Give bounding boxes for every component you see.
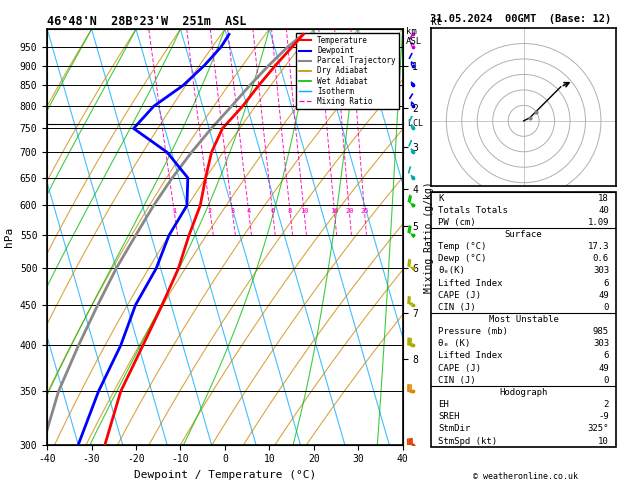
Text: kt: kt bbox=[431, 17, 443, 27]
Text: Dewp (°C): Dewp (°C) bbox=[438, 254, 487, 263]
Text: 6: 6 bbox=[604, 351, 609, 361]
Y-axis label: hPa: hPa bbox=[4, 227, 14, 247]
Text: © weatheronline.co.uk: © weatheronline.co.uk bbox=[473, 472, 577, 481]
Text: CAPE (J): CAPE (J) bbox=[438, 364, 481, 373]
Text: 6: 6 bbox=[270, 208, 275, 214]
Text: 3: 3 bbox=[230, 208, 235, 214]
Text: θₑ(K): θₑ(K) bbox=[438, 266, 465, 276]
Text: 1: 1 bbox=[172, 208, 176, 214]
Text: CAPE (J): CAPE (J) bbox=[438, 291, 481, 300]
Text: 20: 20 bbox=[345, 208, 353, 214]
Text: 0: 0 bbox=[604, 303, 609, 312]
Text: 49: 49 bbox=[598, 364, 609, 373]
Y-axis label: Mixing Ratio (g/kg): Mixing Ratio (g/kg) bbox=[424, 181, 434, 293]
Text: 25: 25 bbox=[360, 208, 369, 214]
Text: 4: 4 bbox=[247, 208, 251, 214]
Text: 303: 303 bbox=[593, 339, 609, 348]
Text: 40: 40 bbox=[598, 206, 609, 215]
Text: 31.05.2024  00GMT  (Base: 12): 31.05.2024 00GMT (Base: 12) bbox=[430, 14, 611, 24]
Text: SREH: SREH bbox=[438, 412, 460, 421]
Text: Lifted Index: Lifted Index bbox=[438, 351, 503, 361]
Text: Hodograph: Hodograph bbox=[499, 388, 548, 397]
Text: 1.09: 1.09 bbox=[587, 218, 609, 227]
Text: 18: 18 bbox=[598, 193, 609, 203]
Text: Pressure (mb): Pressure (mb) bbox=[438, 327, 508, 336]
Text: Most Unstable: Most Unstable bbox=[489, 315, 559, 324]
Text: Totals Totals: Totals Totals bbox=[438, 206, 508, 215]
Text: EH: EH bbox=[438, 400, 449, 409]
Text: StmDir: StmDir bbox=[438, 424, 470, 434]
X-axis label: Dewpoint / Temperature (°C): Dewpoint / Temperature (°C) bbox=[134, 470, 316, 480]
Text: 46°48'N  28B°23'W  251m  ASL: 46°48'N 28B°23'W 251m ASL bbox=[47, 15, 247, 28]
Text: 2: 2 bbox=[604, 400, 609, 409]
Text: 2: 2 bbox=[208, 208, 212, 214]
Text: 17.3: 17.3 bbox=[587, 242, 609, 251]
Text: 10: 10 bbox=[300, 208, 308, 214]
Text: 0.6: 0.6 bbox=[593, 254, 609, 263]
Text: Temp (°C): Temp (°C) bbox=[438, 242, 487, 251]
Text: LCL: LCL bbox=[403, 120, 423, 128]
Text: 49: 49 bbox=[598, 291, 609, 300]
Text: 6: 6 bbox=[604, 278, 609, 288]
Text: 325°: 325° bbox=[587, 424, 609, 434]
Text: StmSpd (kt): StmSpd (kt) bbox=[438, 436, 498, 446]
Text: 985: 985 bbox=[593, 327, 609, 336]
Text: 8: 8 bbox=[288, 208, 292, 214]
Text: K: K bbox=[438, 193, 443, 203]
Text: 10: 10 bbox=[598, 436, 609, 446]
Text: 16: 16 bbox=[330, 208, 338, 214]
Text: PW (cm): PW (cm) bbox=[438, 218, 476, 227]
Text: km
ASL: km ASL bbox=[406, 27, 422, 46]
Text: Surface: Surface bbox=[505, 230, 542, 239]
Text: CIN (J): CIN (J) bbox=[438, 376, 476, 385]
Text: CIN (J): CIN (J) bbox=[438, 303, 476, 312]
Text: 303: 303 bbox=[593, 266, 609, 276]
Text: θₑ (K): θₑ (K) bbox=[438, 339, 470, 348]
Legend: Temperature, Dewpoint, Parcel Trajectory, Dry Adiabat, Wet Adiabat, Isotherm, Mi: Temperature, Dewpoint, Parcel Trajectory… bbox=[296, 33, 399, 109]
Text: -9: -9 bbox=[598, 412, 609, 421]
Text: 0: 0 bbox=[604, 376, 609, 385]
Text: Lifted Index: Lifted Index bbox=[438, 278, 503, 288]
